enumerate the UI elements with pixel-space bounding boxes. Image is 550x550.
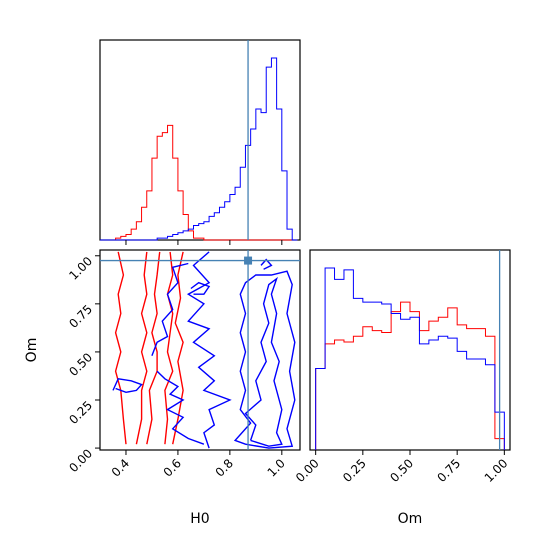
contour-xtick-label-0: 0.4 (109, 456, 132, 479)
blue-contour-0 (186, 251, 232, 449)
red-contour-3 (164, 251, 174, 445)
contour-ytick-label-3: 0.75 (66, 302, 95, 331)
h0-histogram-panel (99, 39, 301, 245)
blue-contour-7 (233, 270, 296, 449)
h0-hist-red-series (100, 124, 298, 241)
contour-ytick-label-2: 0.50 (66, 350, 95, 379)
blue-contour-6 (244, 276, 283, 447)
x-axis-label-h0: H0 (190, 511, 209, 527)
om-hist-xtick-label-3: 0.75 (434, 456, 463, 485)
contour-xtick-label-2: 0.8 (213, 456, 236, 479)
h0-om-contour-frame (99, 249, 301, 451)
contour-ytick-label-4: 1.00 (66, 254, 95, 283)
h0-om-contour-panel: 0.4 0.6 0.8 1.0 0.00 0.25 0.50 0.75 1.00 H0 Om (24, 249, 301, 527)
om-hist-xtick-label-2: 0.50 (387, 456, 416, 485)
blue-contour-5 (260, 258, 273, 270)
blue-contour-1 (156, 370, 205, 445)
blue-contour-4 (190, 281, 211, 295)
om-histogram-frame (309, 249, 511, 451)
contour-lines (100, 250, 300, 450)
red-contour-4 (172, 251, 184, 445)
contour-xtick-label-1: 0.6 (161, 456, 184, 479)
red-contour-2 (146, 251, 161, 445)
h0-histogram-frame (99, 39, 301, 241)
contour-ytick-label-0: 0.00 (66, 446, 95, 475)
om-hist-blue-series (315, 267, 505, 450)
y-axis-label-om: Om (24, 338, 40, 363)
red-contour-1 (135, 251, 148, 445)
om-hist-xtick-label-1: 0.25 (340, 456, 369, 485)
truth-marker (244, 256, 253, 265)
om-hist-red-series (315, 301, 505, 450)
contour-layer: 0.4 0.6 0.8 1.0 0.00 0.25 0.50 0.75 1.00 (66, 250, 300, 480)
blue-contour-2 (151, 262, 189, 357)
h0-hist-blue-series (100, 57, 298, 241)
h0-histogram-layer (100, 40, 298, 245)
om-hist-xtick-label-4: 1.00 (482, 456, 511, 485)
contour-ytick-label-1: 0.25 (66, 398, 95, 427)
contour-xtick-label-3: 1.0 (265, 456, 288, 479)
om-hist-xtick-label-0: 0.00 (293, 456, 322, 485)
blue-contour-3 (112, 378, 143, 394)
om-histogram-panel: 0.00 0.25 0.50 0.75 1.00 Om (293, 249, 511, 527)
x-axis-label-om: Om (398, 511, 423, 527)
red-contour-0 (114, 251, 127, 445)
